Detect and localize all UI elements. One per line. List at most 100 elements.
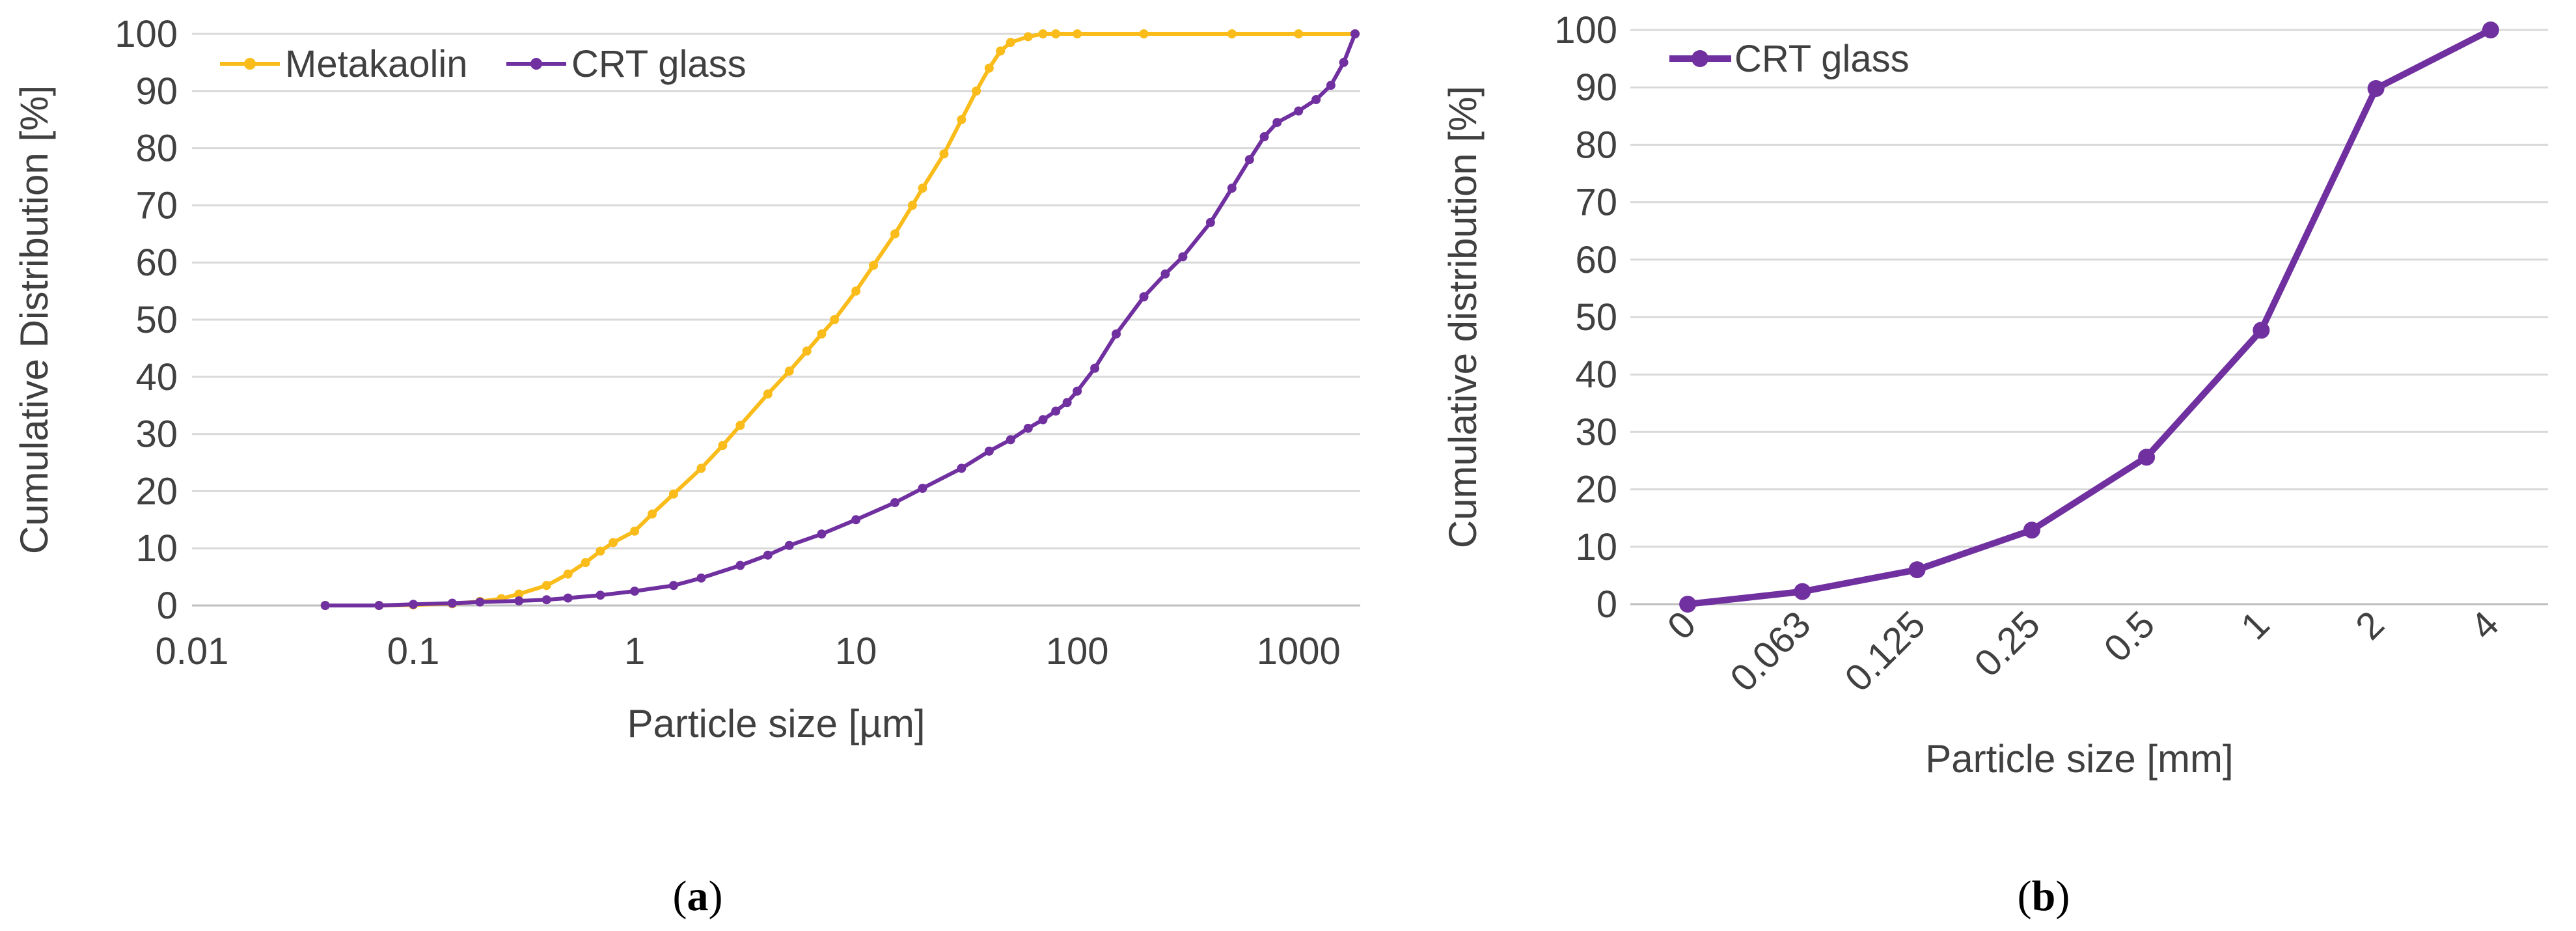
panel-a-metakaolin-point (1038, 29, 1048, 38)
panel-a-crt-glass-point (630, 587, 640, 596)
panel-a-metakaolin-point (817, 329, 827, 339)
panel-a-crt-glass-point (1051, 406, 1061, 416)
panel-a-crt-glass-point (918, 484, 927, 493)
panel-a-y-tick-label: 40 (135, 356, 178, 398)
caption-b-label: (b) (2018, 872, 2070, 920)
panel-a-metakaolin-point (763, 389, 773, 399)
panel-a-crt-glass-point (1038, 415, 1048, 424)
panel-b-y-tick-label: 60 (1575, 239, 1617, 281)
panel-b-y-tick-label: 20 (1575, 469, 1617, 511)
panel-a-metakaolin-point (869, 260, 879, 270)
panel-a-crt-glass-point (763, 550, 773, 560)
panel-a-crt-glass-point (1139, 292, 1149, 301)
panel-b-y-tick-label: 40 (1575, 354, 1617, 396)
panel-a-metakaolin-point (581, 558, 590, 568)
panel-a-metakaolin-point (1023, 32, 1033, 42)
panel-a-crt-glass-point (563, 593, 573, 603)
panel-a-metakaolin-point (718, 441, 728, 451)
panel-b-x-tick-label: 0.125 (1837, 603, 1934, 700)
panel-b-x-tick-label: 0.5 (2096, 603, 2163, 670)
panel-a-metakaolin-point (918, 184, 927, 193)
panel-b-x-axis-title: Particle size [mm] (1925, 737, 2233, 781)
panel-a-x-tick-label: 10 (835, 630, 877, 673)
panel-a-metakaolin-point (851, 286, 861, 296)
panel-b-y-tick-label: 10 (1575, 526, 1617, 568)
panel-a-metakaolin-point (957, 115, 966, 124)
panel-b-x-tick-label: 1 (2233, 603, 2278, 648)
panel-a-caption: (a) (673, 872, 723, 920)
panel-b-x-tick-label: 4 (2462, 603, 2507, 648)
panel-a-legend-swatch-marker (244, 58, 256, 70)
panel-a-crt-glass-point (851, 515, 861, 525)
panel-a-metakaolin-point (735, 421, 745, 430)
panel-a-crt-glass-point (1227, 184, 1237, 193)
panel-b-chart: 0 10 20 30 40 50 60 70 80 90 100 0 0.063 0.125 0.25 0.… (1441, 9, 2548, 781)
panel-b-x-tick-label: 0.063 (1722, 603, 1819, 700)
panel-b-crt-glass-line (1687, 27, 2493, 607)
panel-a-crt-glass-point (475, 597, 485, 607)
panel-a-metakaolin-point (1139, 29, 1149, 38)
panel-a-y-axis-title: Cumulative Distribution [%] (12, 85, 56, 554)
panel-b-crt-glass-point (2482, 21, 2499, 38)
panel-a-crt-glass-point (1023, 423, 1033, 433)
panel-b-crt-glass-point (1908, 561, 1926, 579)
panel-a-crt-glass-point (984, 446, 994, 456)
panel-b-y-tick-labels: 0 10 20 30 40 50 60 70 80 90 100 (1554, 9, 1617, 626)
panel-b-y-axis-title: Cumulative distribution [%] (1441, 86, 1485, 548)
panel-a-chart: 0 10 20 30 40 50 60 70 80 90 100 0.01 0.1 1 10 100 1000… (12, 13, 1360, 745)
panel-a-crt-glass-point (890, 497, 900, 507)
panel-a-metakaolin-point (1227, 29, 1237, 38)
panel-a-crt-glass-point (374, 601, 384, 610)
panel-a-y-tick-label: 10 (135, 527, 178, 570)
panel-a-metakaolin-point (890, 229, 900, 239)
panel-b-y-tick-label: 0 (1596, 583, 1617, 626)
panel-a-metakaolin-point (830, 315, 840, 324)
panel-b-gridlines (1630, 29, 2548, 548)
panel-a-y-tick-label: 30 (135, 413, 178, 456)
panel-b-legend-swatch-marker (1692, 50, 1708, 67)
panel-a-legend-swatch-marker (530, 58, 542, 70)
panel-a-metakaolin-point (514, 589, 524, 599)
panel-a-metakaolin-point (984, 63, 994, 73)
panel-a-metakaolin-point (648, 509, 657, 519)
panel-a-crt-glass-point (957, 464, 966, 473)
panel-a-crt-glass-point (320, 601, 330, 610)
panel-a-crt-glass-point (1339, 57, 1349, 67)
panel-a-crt-glass-point (1244, 155, 1254, 165)
panel-b-series-layer (1679, 21, 2499, 613)
panel-a-metakaolin-point (1073, 29, 1082, 38)
panel-a-x-tick-label: 100 (1046, 630, 1109, 673)
panel-a-metakaolin-point (630, 526, 640, 536)
panel-a-crt-glass-point (1006, 435, 1015, 445)
panel-a-legend-label: Metakaolin (285, 43, 467, 85)
panel-a-x-tick-label: 1000 (1257, 630, 1341, 673)
panel-b-crt-glass-point (1794, 583, 1811, 600)
panel-a-crt-glass-point (1294, 106, 1304, 116)
panel-a-crt-glass-point (514, 596, 524, 605)
panel-a-crt-glass-point (735, 561, 745, 570)
panel-a-crt-glass-point (784, 540, 794, 550)
panel-a-x-tick-labels: 0.01 0.1 1 10 100 1000 (156, 630, 1341, 673)
panel-a-crt-glass-point (1350, 29, 1360, 38)
panel-b-x-tick-label: 0.25 (1966, 603, 2048, 685)
panel-a-x-tick-label: 0.01 (156, 630, 229, 673)
panel-a-metakaolin-point (784, 367, 794, 376)
panel-a-crt-glass-point (541, 595, 551, 605)
panel-b-y-tick-label: 100 (1554, 9, 1617, 51)
panel-a-crt-glass-point (1073, 386, 1082, 396)
panel-a-crt-glass-point (409, 600, 418, 609)
panel-a-crt-glass-point (1160, 269, 1170, 279)
panel-a-y-tick-label: 20 (135, 470, 178, 512)
panel-a-y-tick-label: 0 (157, 585, 178, 627)
panel-b-y-tick-label: 50 (1575, 296, 1617, 339)
panel-a-crt-glass-point (596, 591, 605, 600)
panel-a-crt-glass-point (1205, 217, 1215, 227)
panel-a-metakaolin-point (563, 569, 573, 579)
panel-b-caption: (b) (2018, 872, 2070, 920)
panel-b-legend: CRT glass (1669, 38, 1910, 80)
panel-a-x-tick-label: 0.1 (387, 630, 440, 673)
panel-a-crt-glass-point (1259, 132, 1269, 142)
panel-b-crt-glass-point (1679, 596, 1697, 613)
panel-b-x-tick-label: 2 (2348, 603, 2392, 648)
